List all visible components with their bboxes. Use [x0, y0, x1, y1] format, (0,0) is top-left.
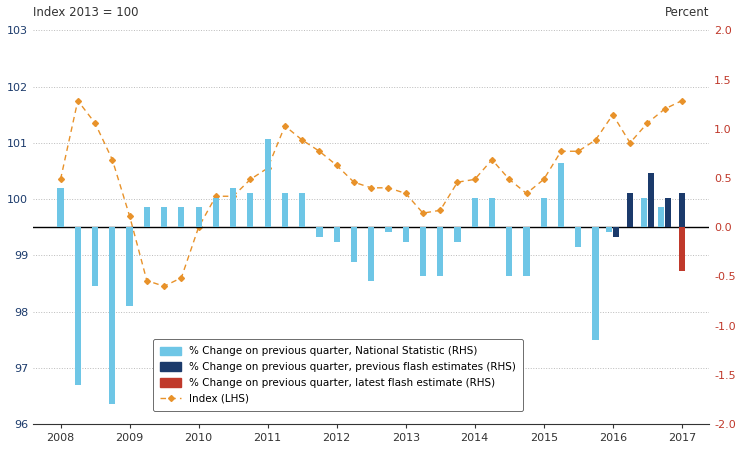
Bar — [523, 227, 530, 276]
Bar — [178, 207, 184, 227]
Bar — [403, 227, 409, 242]
Bar — [368, 227, 374, 281]
Bar — [640, 198, 647, 227]
Bar — [472, 198, 478, 227]
Bar — [195, 207, 201, 227]
Bar — [648, 173, 654, 227]
Bar — [126, 227, 133, 306]
Bar — [678, 227, 685, 271]
Bar — [230, 188, 236, 227]
Bar — [613, 227, 620, 237]
Bar — [351, 227, 357, 261]
Text: Percent: Percent — [665, 5, 710, 18]
Bar — [606, 227, 612, 232]
Bar — [506, 227, 513, 276]
Bar — [161, 207, 167, 227]
Bar — [386, 227, 392, 232]
Bar — [455, 227, 461, 242]
Bar — [575, 227, 581, 247]
Bar — [57, 188, 64, 227]
Bar — [489, 198, 495, 227]
Bar — [420, 227, 426, 276]
Bar — [678, 193, 685, 227]
Bar — [299, 193, 305, 227]
Bar — [282, 193, 288, 227]
Bar — [665, 198, 671, 227]
Bar — [109, 227, 115, 405]
Legend: % Change on previous quarter, National Statistic (RHS), % Change on previous qua: % Change on previous quarter, National S… — [153, 339, 523, 411]
Bar — [265, 139, 270, 227]
Bar — [627, 193, 633, 227]
Bar — [317, 227, 322, 237]
Bar — [212, 198, 219, 227]
Bar — [592, 227, 599, 340]
Bar — [437, 227, 444, 276]
Bar — [247, 193, 253, 227]
Bar — [658, 207, 664, 227]
Bar — [558, 163, 564, 227]
Bar — [334, 227, 340, 242]
Bar — [143, 207, 150, 227]
Bar — [92, 227, 98, 286]
Bar — [75, 227, 81, 385]
Text: Index 2013 = 100: Index 2013 = 100 — [33, 5, 138, 18]
Bar — [541, 198, 547, 227]
